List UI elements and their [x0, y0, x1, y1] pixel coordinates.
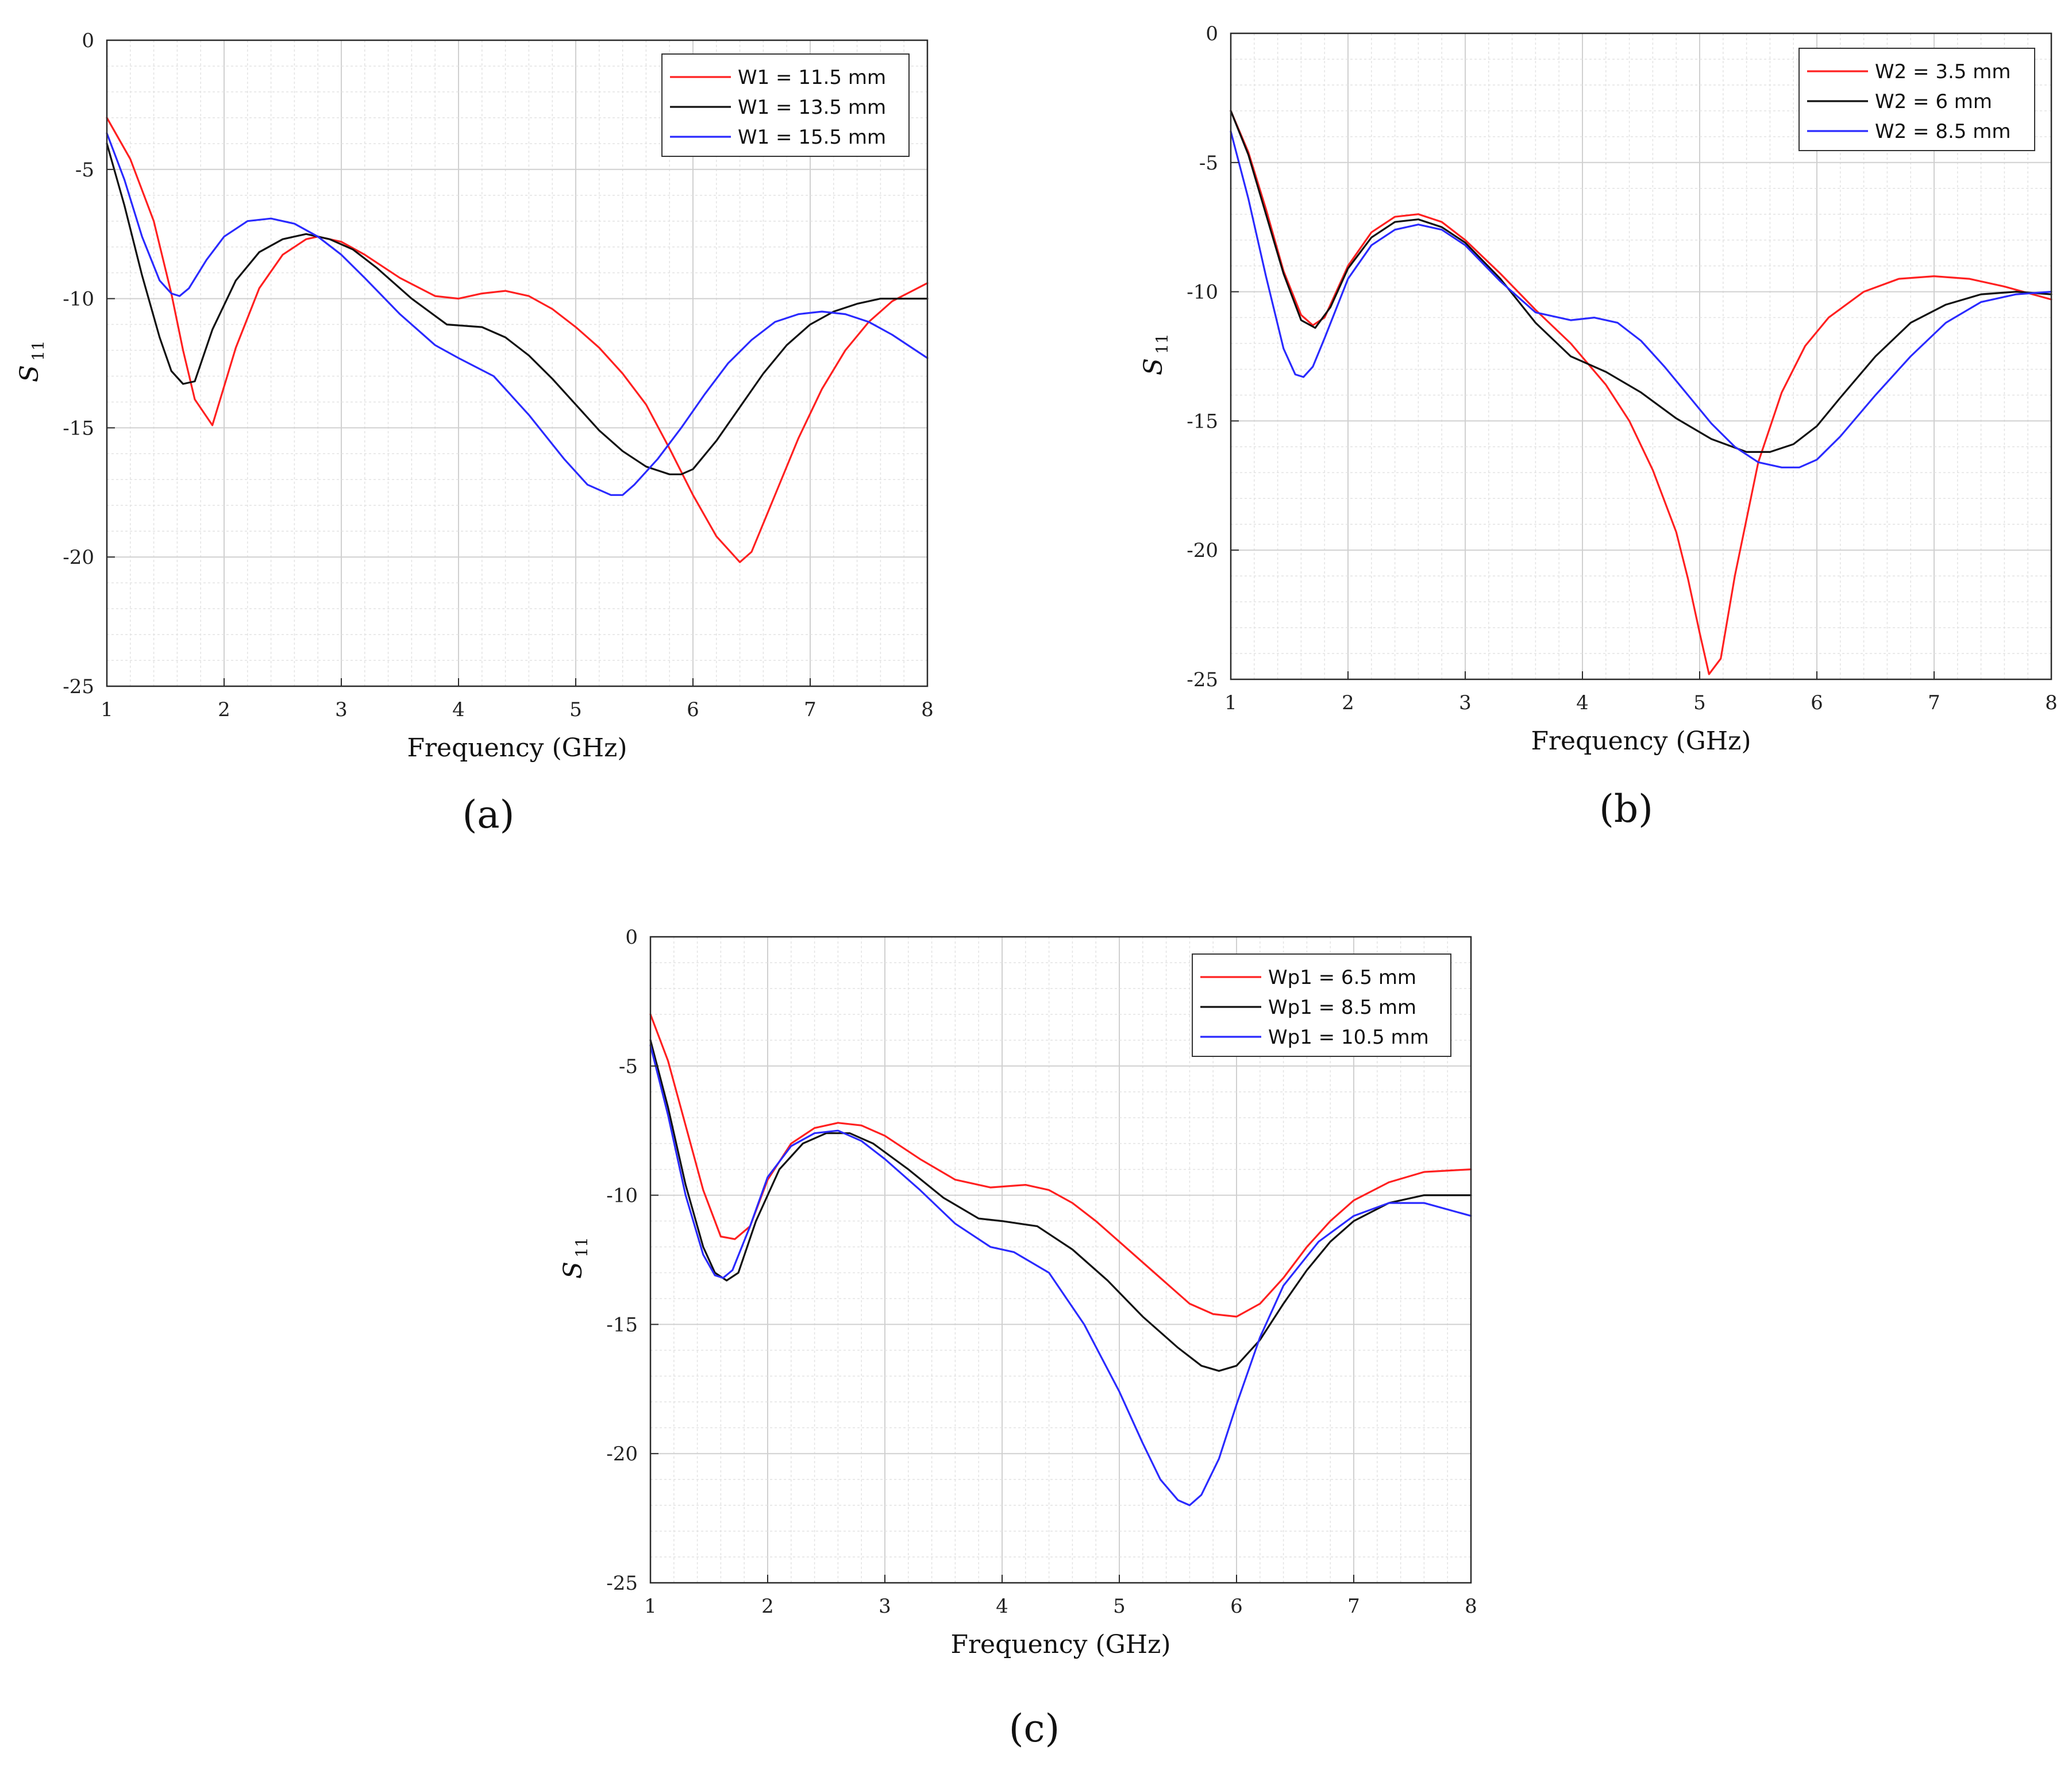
panel-label: (c) [1009, 1706, 1060, 1751]
legend-entry-label: W1 = 11.5 mm [738, 66, 886, 89]
x-tick-label: 7 [1347, 1595, 1360, 1618]
y-tick-label: -15 [1187, 410, 1218, 433]
y-axis-label-subscript: 11 [572, 1237, 591, 1258]
y-axis-label-main: S [559, 1262, 588, 1279]
y-axis-label: S 11 [15, 340, 48, 382]
y-tick-label: 0 [82, 29, 94, 52]
x-tick-label: 8 [2045, 691, 2058, 714]
y-axis-label: S 11 [1139, 333, 1172, 375]
legend-entry-label: W2 = 3.5 mm [1875, 60, 2011, 83]
y-tick-label: -20 [1187, 539, 1218, 562]
legend-box [661, 53, 910, 157]
x-tick-label: 6 [687, 698, 699, 721]
series-line-1 [106, 143, 929, 475]
y-axis-label: S 11 [559, 1237, 591, 1279]
y-tick-label: -20 [606, 1443, 638, 1466]
x-tick-label: 3 [879, 1595, 891, 1618]
legend-entry-label: Wp1 = 10.5 mm [1268, 1026, 1429, 1049]
x-tick-label: 4 [996, 1595, 1008, 1618]
legend-entry-label: W1 = 13.5 mm [738, 96, 886, 119]
x-tick-label: 1 [644, 1595, 657, 1618]
y-tick-label: -15 [606, 1313, 638, 1336]
x-tick-label: 8 [921, 698, 934, 721]
axes-frame [106, 39, 929, 687]
y-tick-label: -5 [75, 159, 94, 182]
y-tick-label: -15 [63, 417, 94, 440]
x-tick-label: 6 [1811, 691, 1823, 714]
y-tick-label: -25 [63, 675, 94, 698]
legend: Wp1 = 6.5 mm Wp1 = 8.5 mm Wp1 = 10.5 mm [1192, 953, 1451, 1057]
x-tick-label: 7 [1928, 691, 1940, 714]
axes-frame [1230, 32, 2052, 680]
x-tick-label: 1 [101, 698, 113, 721]
legend-entry-label: Wp1 = 8.5 mm [1268, 996, 1416, 1019]
x-tick-label: 2 [761, 1595, 774, 1618]
legend-box [1798, 48, 2035, 151]
chart-panel-c: 1 2 3 4 5 6 7 8 0 -5 -10 -15 -20 -25 Frequency (GHz) S 1… [559, 926, 1477, 1751]
y-tick-label: -5 [619, 1055, 638, 1078]
grid [106, 40, 928, 687]
axes-frame [649, 936, 1472, 1584]
series-line-1 [1230, 110, 2052, 453]
panel-label: (a) [463, 793, 515, 837]
x-tick-label: 5 [1113, 1595, 1126, 1618]
panel-label: (b) [1599, 787, 1653, 831]
legend-entry-label: W1 = 15.5 mm [738, 126, 886, 149]
y-tick-label: -20 [63, 546, 94, 569]
y-tick-label: -25 [1187, 668, 1218, 691]
series-line-1 [649, 1039, 1472, 1372]
y-axis-label-main: S [15, 365, 44, 382]
x-axis-label: Frequency (GHz) [950, 1630, 1170, 1659]
x-tick-label: 2 [218, 698, 230, 721]
legend: W2 = 3.5 mm W2 = 6 mm W2 = 8.5 mm [1798, 48, 2035, 151]
y-axis-label-main: S [1139, 358, 1168, 375]
series-line-0 [106, 117, 929, 563]
x-tick-label: 8 [1465, 1595, 1477, 1618]
x-axis-label: Frequency (GHz) [1531, 726, 1751, 756]
x-axis-label: Frequency (GHz) [407, 733, 627, 763]
x-tick-label: 4 [452, 698, 465, 721]
x-tick-label: 7 [804, 698, 817, 721]
y-tick-label: -5 [1199, 152, 1218, 175]
x-tick-label: 1 [1224, 691, 1237, 714]
y-tick-label: -10 [606, 1185, 638, 1208]
legend-box [1192, 953, 1451, 1057]
x-tick-label: 2 [1342, 691, 1354, 714]
y-tick-label: -10 [1187, 281, 1218, 304]
x-tick-label: 6 [1230, 1595, 1243, 1618]
x-tick-label: 3 [1459, 691, 1472, 714]
legend-entry-label: W2 = 6 mm [1875, 90, 1992, 113]
x-tick-label: 4 [1576, 691, 1589, 714]
chart-panel-a: 1 2 3 4 5 6 7 8 0 -5 -10 -15 -20 -25 Frequency (GHz) S 1… [15, 29, 934, 837]
y-tick-label: -25 [606, 1572, 638, 1595]
x-tick-label: 5 [569, 698, 582, 721]
legend-entry-label: Wp1 = 6.5 mm [1268, 966, 1416, 989]
y-tick-label: -10 [63, 288, 94, 311]
series-line-2 [106, 132, 929, 496]
legend: W1 = 11.5 mm W1 = 13.5 mm W1 = 15.5 mm [661, 53, 910, 157]
y-tick-label: 0 [625, 926, 638, 949]
chart-panel-b: 1 2 3 4 5 6 7 8 0 -5 -10 -15 -20 -25 Frequency (GHz) S 1… [1139, 22, 2058, 831]
series-line-0 [649, 1013, 1472, 1318]
y-tick-label: 0 [1206, 22, 1218, 45]
y-axis-label-subscript: 11 [1153, 333, 1172, 354]
x-tick-label: 5 [1693, 691, 1706, 714]
series-line-2 [1230, 130, 2052, 468]
x-tick-label: 3 [335, 698, 348, 721]
series-line-2 [649, 1044, 1472, 1506]
legend-entry-label: W2 = 8.5 mm [1875, 120, 2011, 143]
y-axis-label-subscript: 11 [29, 340, 48, 361]
